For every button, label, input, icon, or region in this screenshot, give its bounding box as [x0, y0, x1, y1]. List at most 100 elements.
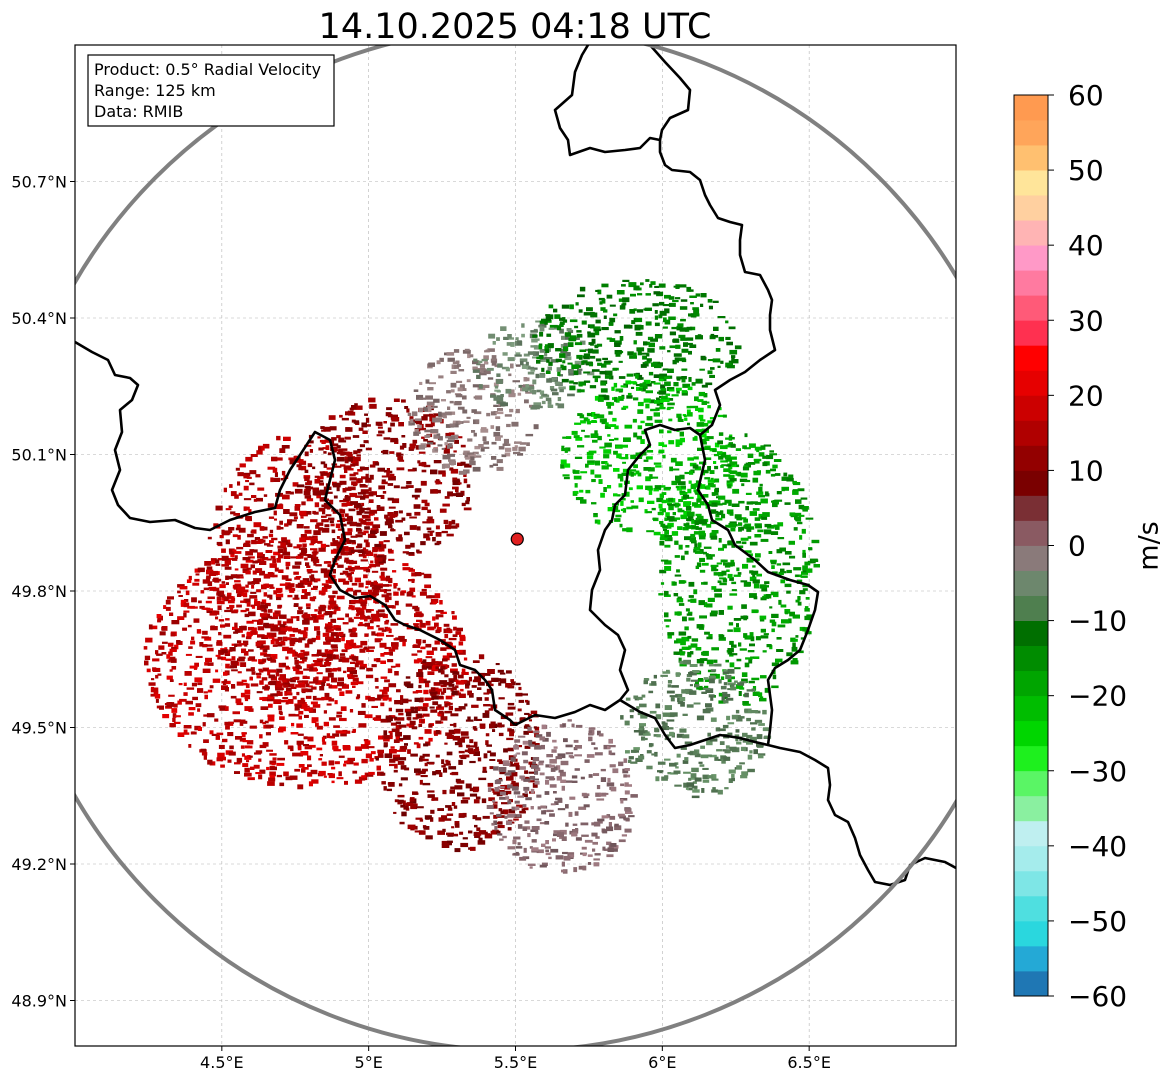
echo-cell [226, 539, 230, 544]
echo-cell [248, 708, 253, 712]
echo-cell [429, 382, 436, 384]
echo-cell [172, 718, 175, 722]
echo-cell [188, 712, 194, 716]
echo-cell [421, 707, 427, 711]
echo-cell [751, 678, 759, 681]
echo-cell [605, 376, 611, 379]
echo-cell [755, 517, 761, 521]
echo-cell [272, 763, 276, 765]
echo-cell [266, 767, 269, 770]
echo-cell [207, 760, 212, 765]
echo-cell [313, 530, 321, 535]
echo-cell [176, 640, 181, 644]
echo-cell [477, 697, 483, 701]
echo-cell [512, 786, 519, 791]
echo-cell [414, 504, 421, 509]
echo-cell [462, 410, 467, 414]
echo-cell [284, 740, 288, 744]
echo-cell [401, 777, 408, 780]
echo-cell [659, 379, 663, 381]
echo-cell [168, 660, 171, 663]
echo-cell [316, 636, 320, 640]
echo-cell [716, 749, 723, 751]
echo-cell [325, 649, 329, 652]
echo-cell [498, 825, 505, 828]
echo-cell [610, 764, 616, 767]
echo-cell [597, 819, 604, 822]
echo-cell [266, 725, 274, 728]
echo-cell [681, 299, 688, 302]
echo-cell [742, 542, 747, 545]
echo-cell [525, 790, 528, 794]
echo-cell [389, 708, 392, 712]
echo-cell [539, 345, 543, 350]
echo-cell [382, 479, 386, 481]
echo-cell [378, 427, 383, 429]
echo-cell [658, 451, 663, 454]
echo-cell [668, 419, 672, 422]
echo-cell [548, 405, 553, 408]
echo-cell [386, 472, 390, 477]
echo-cell [283, 548, 287, 553]
echo-cell [321, 568, 328, 573]
echo-cell [237, 535, 241, 540]
echo-cell [366, 569, 370, 573]
echo-cell [174, 704, 178, 708]
echo-cell [697, 716, 704, 721]
echo-cell [453, 450, 456, 452]
echo-cell [625, 808, 632, 812]
echo-cell [155, 694, 160, 699]
echo-cell [727, 484, 731, 488]
echo-cell [802, 553, 806, 558]
echo-cell [520, 766, 526, 770]
echo-cell [361, 467, 369, 470]
echo-cell [402, 563, 408, 566]
echo-cell [454, 349, 459, 353]
echo-cell [676, 672, 680, 677]
echo-cell [406, 481, 411, 484]
echo-cell [496, 379, 503, 384]
echo-cell [474, 799, 480, 803]
echo-cell [633, 286, 639, 291]
echo-cell [329, 717, 336, 720]
echo-cell [479, 384, 483, 389]
echo-cell [699, 536, 706, 540]
echo-cell [314, 609, 318, 612]
echo-cell [486, 413, 490, 416]
echo-cell [467, 452, 474, 454]
echo-cell [685, 545, 689, 548]
echo-cell [292, 677, 299, 680]
echo-cell [162, 714, 169, 718]
echo-cell [416, 690, 422, 693]
echo-cell [447, 814, 454, 817]
echo-cell [313, 660, 318, 662]
echo-cell [329, 760, 335, 765]
echo-cell [307, 764, 312, 767]
echo-cell [175, 715, 181, 717]
echo-cell [719, 538, 722, 543]
echo-cell [266, 750, 273, 752]
echo-cell [427, 387, 433, 390]
echo-cell [703, 651, 709, 656]
echo-cell [251, 683, 258, 686]
echo-cell [437, 433, 441, 435]
echo-cell [629, 487, 633, 490]
echo-cell [637, 293, 642, 295]
echo-cell [650, 409, 658, 411]
echo-cell [588, 349, 593, 354]
echo-cell [499, 767, 507, 772]
echo-cell [615, 389, 623, 392]
echo-cell [423, 783, 431, 785]
echo-cell [275, 568, 279, 572]
echo-cell [350, 477, 357, 480]
echo-cell [536, 360, 540, 364]
echo-cell [484, 753, 488, 758]
echo-cell [631, 500, 635, 503]
echo-cell [404, 743, 408, 746]
echo-cell [448, 358, 455, 362]
echo-cell [311, 770, 318, 774]
echo-cell [418, 573, 424, 575]
echo-cell [473, 467, 481, 472]
echo-cell [729, 327, 736, 330]
echo-cell [714, 569, 719, 571]
